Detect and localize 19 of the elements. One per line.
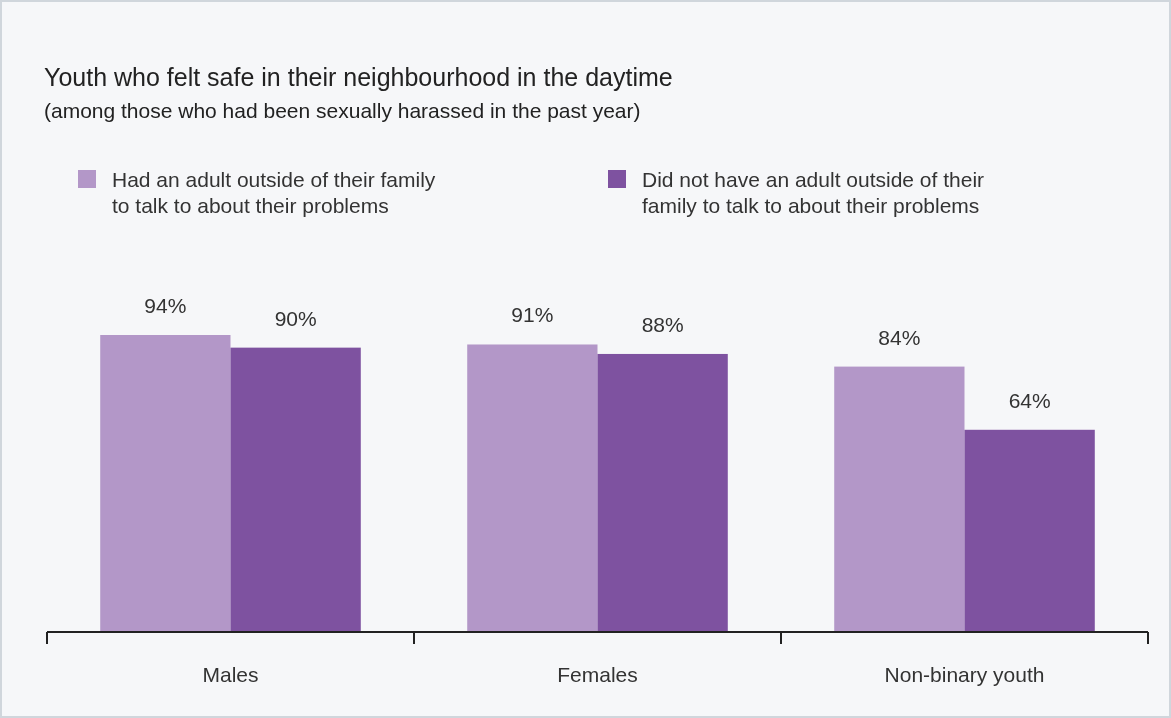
- data-label: 64%: [1008, 388, 1051, 412]
- bar: [467, 344, 598, 632]
- legend-label: Had an adult outside of their family to talk to about their problems: [112, 168, 436, 217]
- bar: [834, 366, 965, 632]
- x-tick-label: Non-binary youth: [884, 663, 1045, 686]
- data-label: 94%: [144, 294, 187, 317]
- bar: [100, 335, 231, 632]
- data-label: 91%: [511, 303, 554, 327]
- data-label: 90%: [274, 306, 317, 330]
- data-label: 84%: [878, 325, 921, 349]
- x-tick-label: Males: [202, 663, 259, 686]
- bar: [597, 353, 728, 632]
- data-label: 88%: [641, 312, 684, 336]
- chart-subtitle: (among those who had been sexually harassed in the past year): [44, 99, 641, 122]
- bar: [230, 347, 361, 632]
- x-tick-label: Females: [557, 663, 638, 686]
- bar: [964, 429, 1095, 632]
- chart-title: Youth who felt safe in their neighbourhood in the daytime: [44, 63, 673, 91]
- legend-label: Did not have an adult outside of their family to talk to about their problems: [642, 168, 985, 217]
